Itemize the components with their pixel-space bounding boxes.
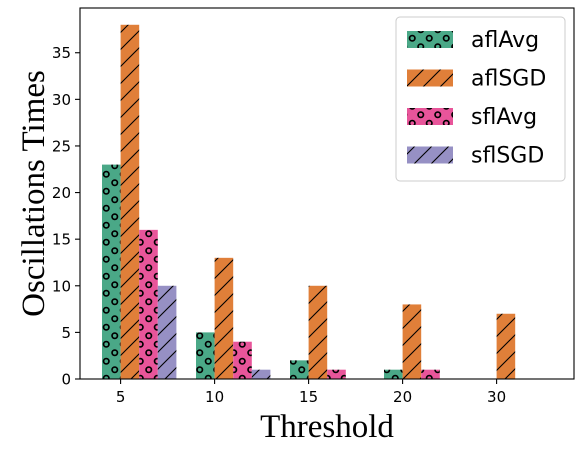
bar-aflSGD-15: [308, 285, 328, 379]
x-tick-label: 15: [299, 388, 318, 406]
legend-swatch-sflAvg: [407, 108, 453, 125]
bar-aflSGD-30: [496, 313, 516, 379]
y-tick-label: 30: [52, 91, 71, 109]
bar-sflAvg-20: [421, 369, 440, 379]
y-tick-label: 20: [52, 184, 71, 202]
x-axis-title: Threshold: [260, 409, 394, 445]
bar-aflAvg-20: [384, 369, 403, 379]
x-tick-label: 5: [116, 388, 126, 406]
bar-aflAvg-10: [196, 332, 215, 379]
bar-sflAvg-15: [327, 369, 346, 379]
x-tick-label: 20: [393, 388, 412, 406]
bar-aflSGD-20: [402, 304, 422, 379]
legend-swatch-aflAvg: [407, 31, 453, 48]
legend-label-aflAvg: aflAvg: [471, 28, 539, 53]
bar-sflAvg-5: [139, 229, 158, 379]
legend: aflAvg aflSGD sflAvg sflSGD: [395, 16, 566, 182]
x-tick-label: 30: [487, 388, 506, 406]
legend-label-sflSGD: sflSGD: [471, 144, 544, 169]
x-axis-ticks: 5 10 15 20 30: [116, 379, 506, 406]
bar-sflSGD-5: [157, 285, 177, 379]
legend-swatch-aflSGD: [407, 69, 453, 87]
bar-aflSGD-5: [120, 24, 140, 380]
bar-aflSGD-10: [214, 257, 234, 379]
legend-box: [395, 16, 566, 182]
y-tick-label: 15: [52, 231, 71, 249]
legend-label-aflSGD: aflSGD: [471, 67, 546, 92]
x-tick-label: 10: [205, 388, 224, 406]
plot-frame: [79, 7, 575, 380]
bar-sflAvg-10: [233, 341, 252, 379]
y-tick-label: 25: [52, 137, 71, 155]
y-axis-ticks: 0 5 10 15 20 25 30 35: [52, 44, 80, 389]
y-tick-label: 0: [61, 371, 71, 389]
bars-layer: [102, 24, 516, 380]
bar-aflAvg-5: [102, 164, 121, 379]
y-axis-title: Oscillations Times: [16, 70, 52, 317]
legend-label-sflAvg: sflAvg: [471, 105, 537, 130]
bar-sflSGD-10: [251, 369, 271, 379]
bar-aflAvg-15: [290, 360, 309, 379]
y-tick-label: 5: [61, 324, 71, 342]
y-tick-label: 10: [52, 277, 71, 295]
y-tick-label: 35: [52, 44, 71, 62]
legend-swatch-sflSGD: [407, 146, 453, 164]
